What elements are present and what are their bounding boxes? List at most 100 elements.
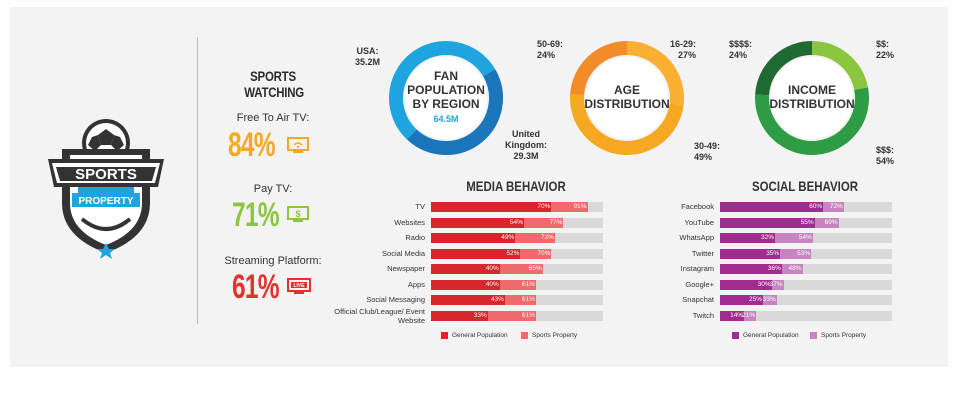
donut-slice (389, 41, 496, 140)
fan-center-value: 64.5M (433, 114, 458, 124)
bar-value-general: 14% (730, 311, 744, 319)
bar-value-sports: 72% (540, 234, 554, 241)
section-divider (197, 37, 198, 324)
fan-population-donut: FAN POPULATION BY REGION 64.5M (389, 41, 503, 155)
bar-category-label: Newspaper (387, 264, 425, 273)
live-badge: LIVE (293, 283, 305, 289)
donut-slice (570, 41, 628, 96)
logo-bottom-text: PROPERTY (78, 196, 133, 207)
fan-slice-label-usa: USA: 35.2M (355, 46, 381, 67)
bar-category-label: WhatsApp (679, 233, 714, 242)
bar-value-sports: 33% (762, 296, 776, 303)
media-legend-general: General Population (441, 331, 508, 340)
social-legend-general: General Population (732, 331, 799, 340)
age-title-line-2: DISTRIBUTION (584, 97, 669, 111)
age-slice-label-30-49: 30-49: 49% (694, 141, 721, 162)
legend-swatch (732, 331, 739, 339)
age-title-line-1: AGE (614, 83, 640, 97)
bar-category-label: Websites (394, 217, 425, 227)
donut-hole (771, 57, 853, 139)
donut-slice (811, 41, 868, 91)
donut-hole (586, 57, 668, 139)
bar-general-population (431, 217, 524, 228)
income-title-line-1: INCOME (788, 83, 836, 97)
bar-value-general: 54% (509, 218, 523, 226)
bar-general-population (431, 310, 488, 321)
income-slice-label-3: $$$: 54% (876, 145, 895, 166)
bar-value-sports: 70% (537, 249, 551, 257)
bar-category-label: Snapchat (682, 295, 714, 304)
tv-wifi-icon (287, 137, 309, 153)
legend-swatch (441, 331, 448, 339)
social-behavior-title: SOCIAL BEHAVIOR (751, 178, 859, 194)
bar-category-label: Instagram (680, 264, 714, 273)
bar-category-label: Social Media (382, 248, 425, 258)
bar-category-label: Twitch (692, 310, 714, 320)
income-distribution-donut: INCOME DISTRIBUTION (755, 41, 869, 155)
tv-dollar-icon: $ (287, 206, 309, 222)
bar-category-label: Twitter (691, 248, 714, 258)
bar-value-sports: 69% (824, 218, 838, 226)
bar-general-population (431, 202, 552, 212)
media-legend-sports: Sports Property (521, 331, 577, 340)
star-icon (97, 243, 115, 259)
income-slice-label-2: $$: 22% (876, 39, 895, 60)
bar-general-population (720, 217, 815, 228)
age-slice-label-16-29: 16-29: 27% (669, 39, 696, 60)
stat-value-streaming: 61% (232, 268, 280, 306)
bar-value-sports: 61% (521, 311, 535, 319)
bar-value-sports: 61% (521, 296, 535, 303)
bar-value-general: 36% (767, 265, 781, 272)
bar-value-general: 43% (490, 296, 504, 303)
income-title-line-2: DISTRIBUTION (769, 97, 854, 111)
bar-general-population (431, 248, 521, 259)
bar-category-label: YouTube (684, 217, 714, 227)
bar-category-label: Social Messaging (366, 295, 425, 304)
donut-slice (626, 41, 684, 106)
bar-general-population (720, 202, 824, 212)
bar-general-population (431, 264, 500, 274)
bar-value-sports: 48% (788, 265, 802, 272)
bar-general-population (720, 279, 772, 290)
bar-value-general: 30% (757, 280, 771, 288)
donut-hole (405, 57, 487, 139)
donut-slice (755, 41, 813, 96)
donut-slice (755, 87, 869, 155)
bar-general-population (431, 279, 500, 290)
bar-value-general: 25% (749, 296, 763, 303)
bar-value-sports: 72% (829, 203, 843, 210)
bar-value-general: 40% (485, 280, 499, 288)
media-behavior-title: MEDIA BEHAVIOR (466, 178, 566, 194)
income-slice-label-4: $$$$: 24% (729, 39, 753, 60)
legend-swatch (521, 331, 528, 339)
bar-track (720, 295, 892, 305)
fan-title-line-1: FAN (434, 69, 458, 83)
bar-value-sports: 91% (573, 203, 587, 210)
stat-label-free-to-air: Free To Air TV: (236, 112, 310, 124)
bar-general-population (431, 233, 516, 243)
bar-general-population (431, 295, 505, 305)
bar-category-label: Radio (405, 233, 425, 242)
bar-category-label: Facebook (681, 202, 714, 211)
svg-text:$: $ (295, 209, 300, 219)
stat-label-pay-tv: Pay TV: (253, 183, 293, 195)
bar-general-population (720, 264, 782, 274)
bar-value-sports: 65% (528, 265, 542, 272)
stat-label-streaming: Streaming Platform: (224, 255, 322, 267)
donut-slice (406, 69, 503, 155)
bar-track (720, 279, 892, 290)
tv-live-icon: LIVE (287, 278, 311, 294)
bar-value-general: 40% (485, 265, 499, 272)
bar-value-general: 55% (800, 218, 814, 226)
bar-value-general: 70% (537, 203, 551, 210)
bar-category-label: Google+ (685, 279, 714, 289)
social-legend-sports: Sports Property (810, 331, 866, 340)
bar-category-label: TV (415, 202, 425, 211)
bar-value-sports: 37% (769, 280, 783, 288)
bar-general-population (720, 248, 781, 259)
fan-title-line-2: POPULATION (407, 83, 485, 97)
age-slice-label-50-69: 50-69: 24% (537, 39, 564, 60)
bar-track (720, 310, 892, 321)
bar-value-general: 32% (761, 234, 775, 241)
bar-value-sports: 61% (521, 280, 535, 288)
